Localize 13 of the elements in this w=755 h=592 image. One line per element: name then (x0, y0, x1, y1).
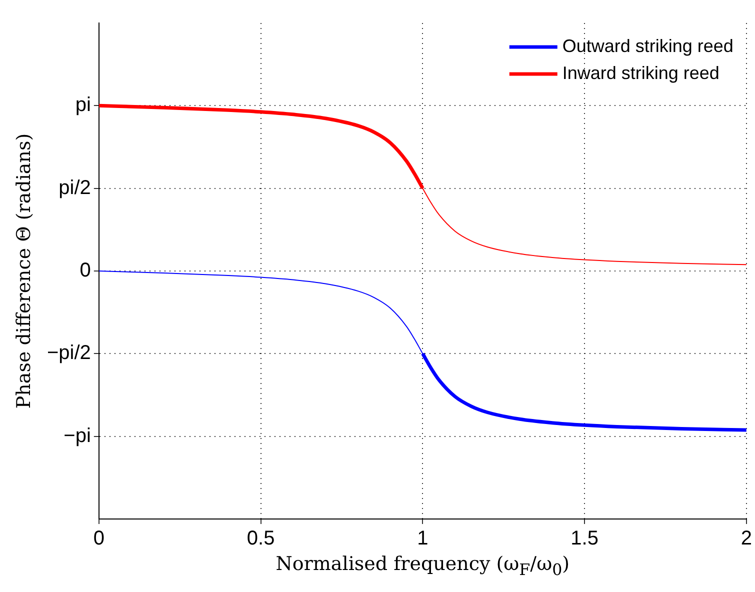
y-tick-label: 0 (80, 260, 91, 282)
legend-label: Inward striking reed (562, 62, 720, 83)
y-tick-label: −pi (64, 424, 91, 447)
y-tick-label: −pi/2 (46, 342, 91, 364)
y-tick-label: pi (75, 94, 91, 116)
legend-label: Outward striking reed (562, 36, 734, 56)
x-tick-label: 1.5 (570, 528, 598, 550)
y-axis-title: Phase difference Θ (radians) (13, 133, 35, 409)
x-tick-label: 1 (417, 528, 428, 550)
x-axis-title: Normalised frequency (ω$_{F}$/ω$_{0}$) (276, 553, 570, 579)
x-tick-label: 0.5 (246, 528, 275, 550)
x-tick-label: 2 (740, 528, 752, 550)
y-tick-label: pi/2 (58, 176, 91, 199)
